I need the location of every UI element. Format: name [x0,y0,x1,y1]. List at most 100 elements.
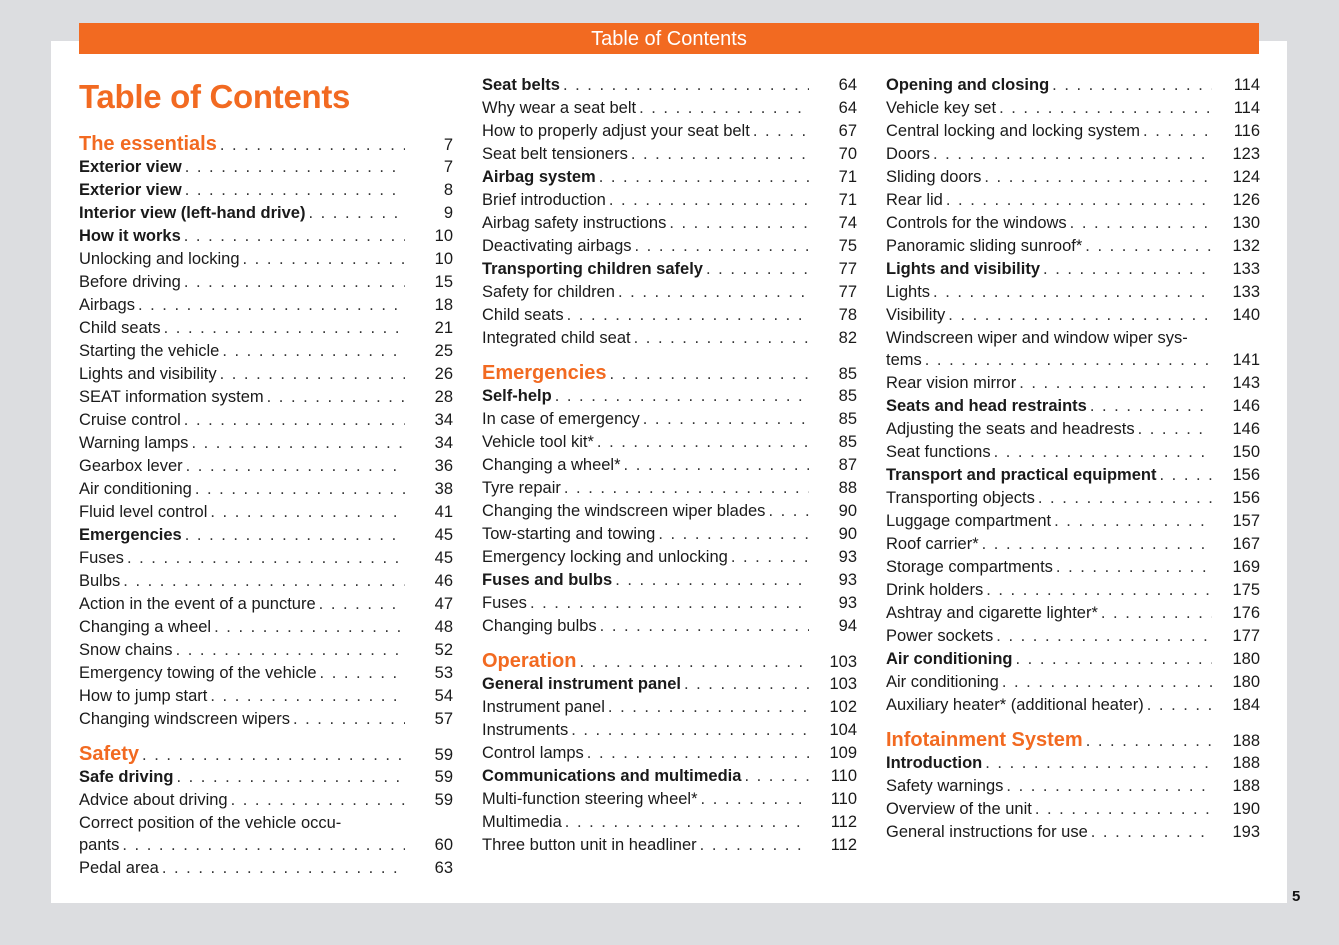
toc-entry[interactable]: Power sockets . . . . . . . . . . . . . … [886,627,1260,650]
toc-section[interactable]: Exterior view . . . . . . . . . . . . . … [79,181,453,204]
toc-entry[interactable]: Transporting objects . . . . . . . . . .… [886,489,1260,512]
toc-section[interactable]: General instrument panel . . . . . . . .… [482,675,857,698]
toc-entry[interactable]: Cruise control . . . . . . . . . . . . .… [79,411,453,434]
entry-page-number: 184 [1232,696,1260,714]
toc-entry[interactable]: Fuses . . . . . . . . . . . . . . . . . … [482,594,857,617]
toc-section[interactable]: Seats and head restraints . . . . . . . … [886,397,1260,420]
toc-entry[interactable]: Deactivating airbags . . . . . . . . . .… [482,237,857,260]
toc-entry[interactable]: Lights . . . . . . . . . . . . . . . . .… [886,283,1260,306]
toc-entry[interactable]: Tow-starting and towing . . . . . . . . … [482,525,857,548]
toc-entry[interactable]: Child seats . . . . . . . . . . . . . . … [482,306,857,329]
toc-entry[interactable]: Brief introduction . . . . . . . . . . .… [482,191,857,214]
toc-entry[interactable]: Storage compartments . . . . . . . . . .… [886,558,1260,581]
toc-entry[interactable]: Seat functions . . . . . . . . . . . . .… [886,443,1260,466]
toc-entry[interactable]: Multi-function steering wheel* . . . . .… [482,790,857,813]
toc-entry[interactable]: Child seats . . . . . . . . . . . . . . … [79,319,453,342]
toc-entry[interactable]: Central locking and locking system . . .… [886,122,1260,145]
toc-entry[interactable]: Bulbs . . . . . . . . . . . . . . . . . … [79,572,453,595]
toc-entry[interactable]: Changing bulbs . . . . . . . . . . . . .… [482,617,857,640]
toc-entry[interactable]: Visibility . . . . . . . . . . . . . . .… [886,306,1260,329]
toc-entry[interactable]: Doors . . . . . . . . . . . . . . . . . … [886,145,1260,168]
toc-entry[interactable]: Controls for the windows . . . . . . . .… [886,214,1260,237]
toc-section[interactable]: Airbag system . . . . . . . . . . . . . … [482,168,857,191]
toc-section[interactable]: Introduction . . . . . . . . . . . . . .… [886,754,1260,777]
toc-entry[interactable]: Gearbox lever . . . . . . . . . . . . . … [79,457,453,480]
toc-entry[interactable]: Airbags . . . . . . . . . . . . . . . . … [79,296,453,319]
toc-entry[interactable]: Changing a wheel . . . . . . . . . . . .… [79,618,453,641]
toc-entry[interactable]: Ashtray and cigarette lighter* . . . . .… [886,604,1260,627]
toc-section[interactable]: Transport and practical equipment . . . … [886,466,1260,489]
toc-entry[interactable]: Adjusting the seats and headrests . . . … [886,420,1260,443]
toc-entry[interactable]: Rear vision mirror . . . . . . . . . . .… [886,374,1260,397]
toc-entry[interactable]: Air conditioning . . . . . . . . . . . .… [79,480,453,503]
toc-entry[interactable]: Tyre repair . . . . . . . . . . . . . . … [482,479,857,502]
toc-entry[interactable]: Airbag safety instructions . . . . . . .… [482,214,857,237]
toc-section[interactable]: Self-help . . . . . . . . . . . . . . . … [482,387,857,410]
toc-section[interactable]: Transporting children safely . . . . . .… [482,260,857,283]
toc-entry[interactable]: Three button unit in headliner . . . . .… [482,836,857,859]
toc-entry[interactable]: Action in the event of a puncture . . . … [79,595,453,618]
toc-section[interactable]: Opening and closing . . . . . . . . . . … [886,76,1260,99]
toc-entry[interactable]: How to jump start . . . . . . . . . . . … [79,687,453,710]
toc-chapter[interactable]: Emergencies . . . . . . . . . . . . . . … [482,362,857,387]
toc-section[interactable]: Emergencies . . . . . . . . . . . . . . … [79,526,453,549]
toc-entry[interactable]: Emergency locking and unlocking . . . . … [482,548,857,571]
toc-entry[interactable]: Fluid level control . . . . . . . . . . … [79,503,453,526]
toc-entry[interactable]: Fuses . . . . . . . . . . . . . . . . . … [79,549,453,572]
toc-entry[interactable]: Advice about driving . . . . . . . . . .… [79,791,453,814]
toc-entry[interactable]: Warning lamps . . . . . . . . . . . . . … [79,434,453,457]
toc-entry[interactable]: Safety for children . . . . . . . . . . … [482,283,857,306]
toc-entry[interactable]: Lights and visibility . . . . . . . . . … [79,365,453,388]
toc-entry[interactable]: General instructions for use . . . . . .… [886,823,1260,846]
toc-entry[interactable]: Seat belt tensioners . . . . . . . . . .… [482,145,857,168]
toc-entry[interactable]: Rear lid . . . . . . . . . . . . . . . .… [886,191,1260,214]
toc-entry[interactable]: Luggage compartment . . . . . . . . . . … [886,512,1260,535]
toc-entry[interactable]: Changing windscreen wipers . . . . . . .… [79,710,453,733]
toc-entry[interactable]: Vehicle key set . . . . . . . . . . . . … [886,99,1260,122]
toc-section[interactable]: Exterior view . . . . . . . . . . . . . … [79,158,453,181]
toc-section[interactable]: Communications and multimedia . . . . . … [482,767,857,790]
toc-entry-line[interactable]: Correct position of the vehicle occu- [79,814,342,832]
toc-entry[interactable]: Multimedia . . . . . . . . . . . . . . .… [482,813,857,836]
toc-entry[interactable]: How to properly adjust your seat belt . … [482,122,857,145]
toc-entry[interactable]: Changing the windscreen wiper blades . .… [482,502,857,525]
toc-entry[interactable]: Integrated child seat . . . . . . . . . … [482,329,857,352]
toc-entry[interactable]: Control lamps . . . . . . . . . . . . . … [482,744,857,767]
toc-chapter[interactable]: The essentials . . . . . . . . . . . . .… [79,133,453,158]
toc-entry[interactable]: Instrument panel . . . . . . . . . . . .… [482,698,857,721]
toc-entry[interactable]: In case of emergency . . . . . . . . . .… [482,410,857,433]
toc-chapter[interactable]: Operation . . . . . . . . . . . . . . . … [482,650,857,675]
toc-entry[interactable]: Auxiliary heater* (additional heater) . … [886,696,1260,719]
toc-entry[interactable]: Unlocking and locking . . . . . . . . . … [79,250,453,273]
toc-section[interactable]: Lights and visibility . . . . . . . . . … [886,260,1260,283]
toc-entry[interactable]: Safety warnings . . . . . . . . . . . . … [886,777,1260,800]
toc-section[interactable]: How it works . . . . . . . . . . . . . .… [79,227,453,250]
toc-entry[interactable]: SEAT information system . . . . . . . . … [79,388,453,411]
toc-entry[interactable]: pants . . . . . . . . . . . . . . . . . … [79,836,453,859]
toc-chapter[interactable]: Safety . . . . . . . . . . . . . . . . .… [79,743,453,768]
toc-entry[interactable]: Overview of the unit . . . . . . . . . .… [886,800,1260,823]
toc-entry[interactable]: Before driving . . . . . . . . . . . . .… [79,273,453,296]
toc-entry[interactable]: Roof carrier* . . . . . . . . . . . . . … [886,535,1260,558]
toc-chapter[interactable]: Infotainment System . . . . . . . . . . … [886,729,1260,754]
toc-section[interactable]: Fuses and bulbs . . . . . . . . . . . . … [482,571,857,594]
toc-entry[interactable]: tems . . . . . . . . . . . . . . . . . .… [886,351,1260,374]
toc-entry[interactable]: Drink holders . . . . . . . . . . . . . … [886,581,1260,604]
toc-entry[interactable]: Emergency towing of the vehicle . . . . … [79,664,453,687]
toc-section[interactable]: Interior view (left-hand drive) . . . . … [79,204,453,227]
toc-entry[interactable]: Instruments . . . . . . . . . . . . . . … [482,721,857,744]
entry-title: Transport and practical equipment [886,466,1157,484]
toc-entry[interactable]: Why wear a seat belt . . . . . . . . . .… [482,99,857,122]
toc-entry-line[interactable]: Windscreen wiper and window wiper sys- [886,329,1188,347]
toc-entry[interactable]: Pedal area . . . . . . . . . . . . . . .… [79,859,453,882]
toc-entry[interactable]: Changing a wheel* . . . . . . . . . . . … [482,456,857,479]
toc-entry[interactable]: Vehicle tool kit* . . . . . . . . . . . … [482,433,857,456]
toc-section[interactable]: Seat belts . . . . . . . . . . . . . . .… [482,76,857,99]
toc-entry[interactable]: Air conditioning . . . . . . . . . . . .… [886,673,1260,696]
toc-entry[interactable]: Panoramic sliding sunroof* . . . . . . .… [886,237,1260,260]
toc-entry[interactable]: Snow chains . . . . . . . . . . . . . . … [79,641,453,664]
toc-section[interactable]: Safe driving . . . . . . . . . . . . . .… [79,768,453,791]
toc-entry[interactable]: Sliding doors . . . . . . . . . . . . . … [886,168,1260,191]
toc-section[interactable]: Air conditioning . . . . . . . . . . . .… [886,650,1260,673]
toc-entry[interactable]: Starting the vehicle . . . . . . . . . .… [79,342,453,365]
